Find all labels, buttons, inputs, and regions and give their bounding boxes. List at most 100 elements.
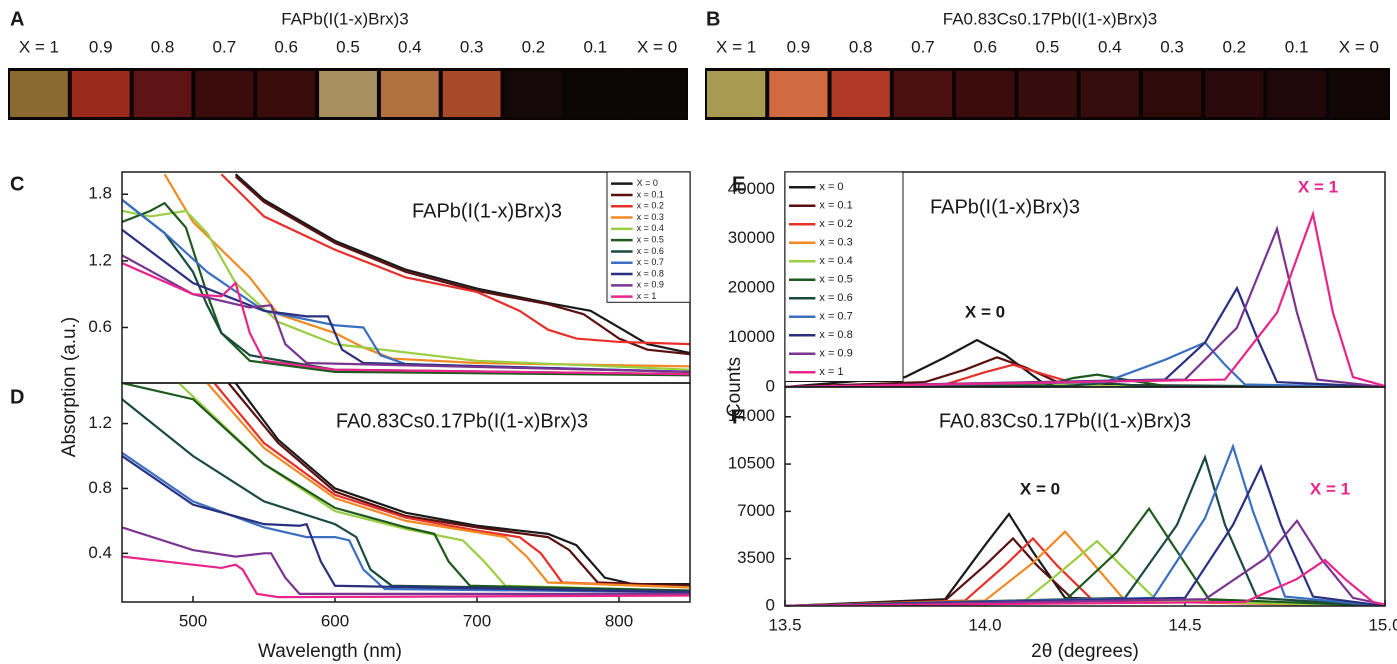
series-line (213, 383, 690, 589)
sample-swatch (956, 71, 1015, 117)
series-line (785, 558, 1385, 606)
series-line (122, 526, 690, 595)
panel-title: FAPb(I(1-x)Brx)3 (281, 9, 409, 28)
series-line (785, 454, 1385, 606)
sample-label: X = 1 (716, 37, 756, 56)
legend-label: x = 0.3 (637, 212, 664, 222)
y-tick-label: 30000 (728, 228, 775, 247)
sample-swatch (133, 71, 192, 117)
legend-label: x = 0.6 (819, 292, 852, 304)
sample-swatch (628, 71, 686, 117)
series-line (227, 383, 690, 587)
sample-label: 0.6 (973, 37, 997, 56)
panel-letter: C (10, 173, 24, 195)
sample-label: 0.4 (398, 37, 422, 56)
sample-swatch (893, 71, 953, 117)
sample-label: 0.7 (911, 37, 935, 56)
x-tick-label: 14.0 (968, 615, 1001, 634)
sample-label: 0.8 (151, 37, 175, 56)
x-tick-label: 15.0 (1368, 615, 1397, 634)
series-line (234, 175, 690, 356)
y-tick-label: 10500 (728, 454, 775, 473)
y-tick-label: 1.8 (88, 184, 112, 203)
sample-swatch (10, 71, 68, 117)
sample-swatch (195, 71, 254, 117)
y-tick-label: 0 (766, 376, 775, 395)
series-line (122, 398, 690, 592)
sample-swatch (1142, 71, 1202, 117)
legend-label: x = 0.7 (819, 311, 852, 323)
series-line (122, 383, 690, 592)
legend-label: x = 0.4 (637, 223, 664, 233)
sample-swatch (769, 71, 828, 117)
sample-swatch (1018, 71, 1077, 117)
sample-swatch (380, 71, 439, 117)
sample-label: 0.9 (89, 37, 113, 56)
series-line (785, 536, 1385, 606)
sample-label: 0.1 (1285, 37, 1309, 56)
x-tick-label: 600 (321, 611, 349, 630)
x-tick-label: 700 (463, 611, 491, 630)
series-line (234, 173, 690, 355)
sample-swatch (1080, 71, 1139, 117)
x-tick-label: 800 (605, 611, 633, 630)
y-tick-label: 20000 (728, 278, 775, 297)
panel-letter: E (732, 173, 745, 195)
plot-title: FAPb(I(1-x)Brx)3 (412, 200, 562, 222)
series-line (122, 555, 690, 599)
sample-label: 0.2 (522, 37, 546, 56)
series-line (234, 383, 690, 586)
y-tick-label: 7000 (737, 501, 775, 520)
series-line (785, 463, 1385, 606)
legend-label: x = 0.4 (819, 255, 852, 267)
series-line (122, 262, 690, 376)
plot-title: FA0.83Cs0.17Pb(I(1-x)Brx)3 (939, 410, 1191, 432)
series-line (122, 198, 690, 376)
legend-label: x = 0 (819, 181, 843, 193)
series-line (122, 451, 690, 594)
legend-label: x = 0.1 (819, 200, 852, 212)
sample-label: 0.1 (583, 37, 607, 56)
panel-letter: D (10, 386, 24, 408)
panel-title: FA0.83Cs0.17Pb(I(1-x)Brx)3 (943, 9, 1157, 28)
series-line (785, 209, 1385, 387)
legend-label: x = 0.5 (637, 235, 664, 245)
y-axis-label: Absorption (a.u.) (59, 317, 80, 457)
sample-swatch (1205, 71, 1264, 117)
sample-swatch (504, 71, 563, 117)
x-tick-label: 14.5 (1168, 615, 1201, 634)
sample-label: 0.5 (1036, 37, 1060, 56)
y-tick-label: 1.2 (88, 413, 112, 432)
sample-label: X = 0 (637, 37, 677, 56)
legend-label: X = 0 (637, 178, 658, 188)
y-tick-label: 0.8 (88, 478, 112, 497)
x-axis-label: Wavelength (nm) (258, 641, 402, 662)
panel-letter: A (10, 8, 24, 30)
sample-label: 0.6 (274, 37, 298, 56)
series-line (220, 173, 690, 346)
series-line (122, 228, 690, 373)
series-line (785, 536, 1385, 606)
x-tick-label: 13.5 (768, 615, 801, 634)
plot-frame (784, 386, 1386, 607)
legend-label: x = 0.1 (637, 189, 664, 199)
y-tick-label: 40000 (728, 179, 775, 198)
y-tick-label: 1.2 (88, 250, 112, 269)
y-tick-label: 0.6 (88, 317, 112, 336)
x-tick-label: 500 (179, 611, 207, 630)
series-line (206, 383, 690, 589)
series-line (785, 539, 1385, 606)
annotation: X = 1 (1298, 177, 1338, 196)
series-line (122, 201, 690, 377)
legend-label: x = 0.8 (637, 268, 664, 278)
sample-label: 0.9 (787, 37, 811, 56)
legend-label: x = 1 (637, 291, 657, 301)
plot-title: FA0.83Cs0.17Pb(I(1-x)Brx)3 (336, 410, 588, 432)
sample-label: 0.3 (460, 37, 484, 56)
plot-title: FAPb(I(1-x)Brx)3 (930, 196, 1080, 218)
sample-label: 0.2 (1222, 37, 1246, 56)
x-axis-label: 2θ (degrees) (1031, 641, 1139, 662)
series-line (785, 518, 1385, 606)
